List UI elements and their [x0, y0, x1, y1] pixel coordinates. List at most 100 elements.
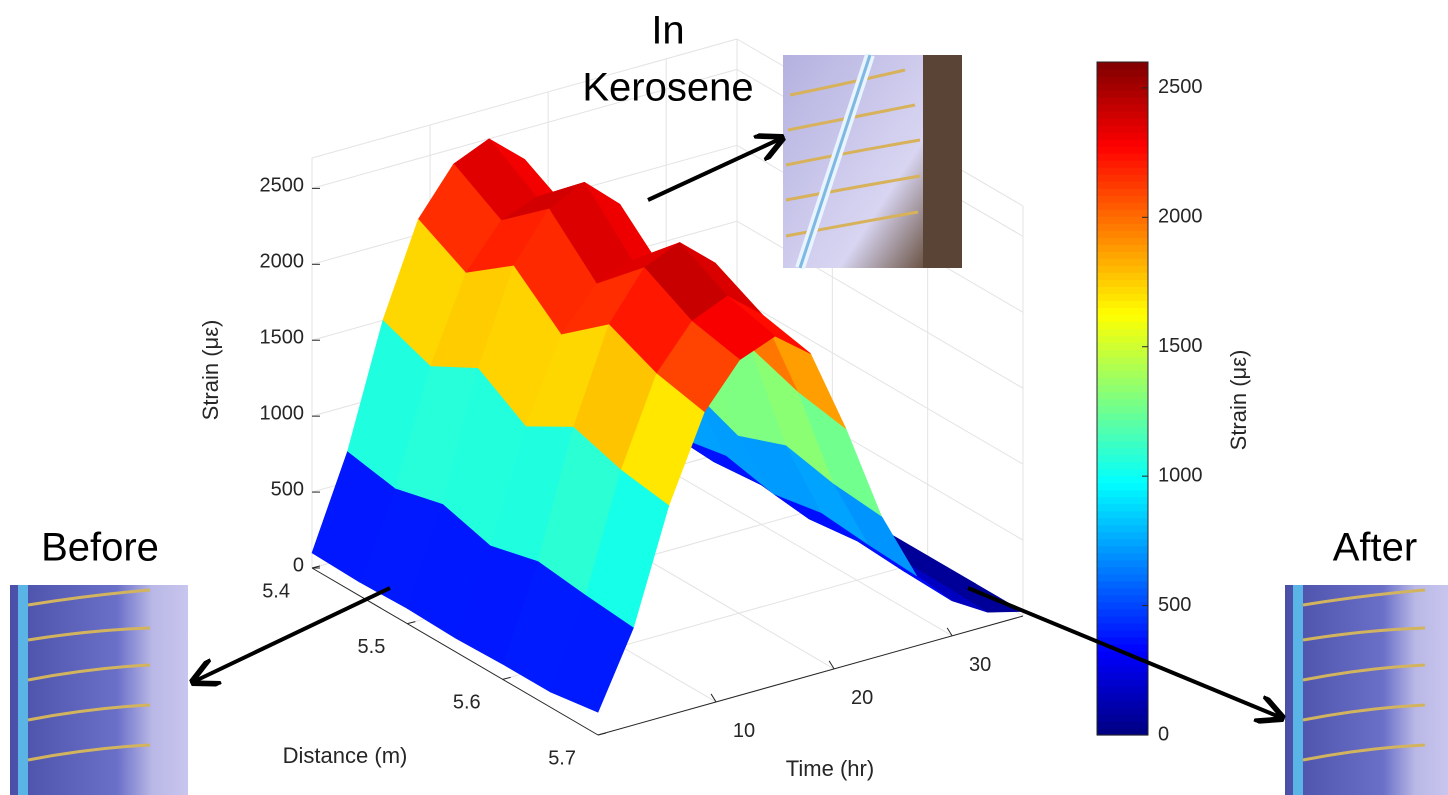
colorbar-swatch: [1097, 300, 1148, 308]
colorbar-swatch: [1097, 622, 1148, 631]
colorbar-swatch: [1097, 615, 1148, 624]
colorbar-tick-label: 1500: [1158, 335, 1203, 357]
colorbar-swatch: [1097, 405, 1148, 414]
y-tick: [828, 660, 835, 670]
colorbar-swatch: [1097, 188, 1148, 196]
x-tick: [597, 732, 607, 736]
annotation: After: [1333, 526, 1417, 570]
colorbar-swatch: [1097, 510, 1148, 519]
x-tick: [502, 676, 511, 680]
colorbar-swatch: [1097, 223, 1148, 231]
colorbar-swatch: [1097, 545, 1148, 554]
box-edge: [311, 38, 738, 159]
colorbar-swatch: [1097, 727, 1148, 736]
colorbar-swatch: [1097, 608, 1148, 617]
y-tick: [710, 693, 717, 703]
y-axis: [597, 615, 1024, 736]
z-tick-label: 1500: [260, 327, 305, 349]
colorbar-swatch: [1097, 83, 1148, 91]
colorbar-swatch: [1097, 167, 1148, 175]
arrow: [193, 586, 391, 682]
colorbar-swatch: [1097, 419, 1148, 428]
colorbar-swatch: [1097, 643, 1148, 652]
colorbar-swatch: [1097, 370, 1148, 379]
grid-line: [665, 468, 953, 637]
colorbar-swatch: [1097, 433, 1148, 442]
colorbar-swatch: [1097, 706, 1148, 715]
colorbar-swatch: [1097, 447, 1148, 456]
annotation: Kerosene: [582, 66, 753, 110]
colorbar-swatch: [1097, 104, 1148, 112]
colorbar-swatch: [1097, 426, 1148, 435]
colorbar-swatch: [1097, 594, 1148, 603]
colorbar-tick-label: 500: [1158, 594, 1191, 616]
z-tick-label: 500: [271, 478, 304, 500]
colorbar-swatch: [1097, 496, 1148, 505]
colorbar-tick-label: 2500: [1158, 76, 1203, 98]
colorbar-swatch: [1097, 321, 1148, 329]
z-axis-label: Strain (με): [198, 320, 223, 421]
colorbar-swatch: [1097, 202, 1148, 210]
colorbar-swatch: [1097, 566, 1148, 575]
colorbar-swatch: [1097, 335, 1148, 344]
colorbar-swatch: [1097, 258, 1148, 266]
y-tick: [946, 627, 953, 637]
colorbar-swatch: [1097, 307, 1148, 315]
colorbar-swatch: [1097, 251, 1148, 259]
colorbar-swatch: [1097, 531, 1148, 540]
colorbar-frame: [1096, 61, 1149, 736]
annotation: Before: [41, 526, 159, 570]
colorbar-swatch: [1097, 657, 1148, 666]
surface-patch: [549, 595, 634, 713]
colorbar-swatch: [1097, 412, 1148, 421]
colorbar-swatch: [1097, 636, 1148, 645]
colorbar-swatch: [1097, 181, 1148, 189]
y-axis-label: Time (hr): [786, 756, 874, 781]
colorbar-swatch: [1097, 76, 1148, 84]
z-tick-label: 2500: [260, 175, 305, 197]
colorbar-swatch: [1097, 349, 1148, 358]
colorbar-swatch: [1097, 237, 1148, 245]
colorbar-swatch: [1097, 692, 1148, 701]
colorbar-swatch: [1097, 720, 1148, 729]
colorbar-swatch: [1097, 363, 1148, 372]
colorbar-swatch: [1097, 454, 1148, 463]
z-tick-label: 1000: [260, 402, 305, 424]
annotation: In: [651, 9, 684, 53]
arrows: [193, 138, 1282, 718]
colorbar-swatch: [1097, 377, 1148, 386]
colorbar-swatch: [1097, 314, 1148, 322]
x-tick-label: 5.6: [453, 692, 481, 714]
colorbar-swatch: [1097, 111, 1148, 119]
y-tick-label: 10: [733, 720, 755, 742]
x-axis-label: Distance (m): [283, 743, 408, 768]
photo-after: [1285, 585, 1448, 795]
colorbar-swatch: [1097, 146, 1148, 154]
colorbar-swatch: [1097, 538, 1148, 547]
colorbar-swatch: [1097, 587, 1148, 596]
colorbar-swatch: [1097, 440, 1148, 449]
colorbar-swatch: [1097, 699, 1148, 708]
colorbar-swatch: [1097, 293, 1148, 301]
colorbar-swatch: [1097, 503, 1148, 512]
colorbar-swatch: [1097, 286, 1148, 294]
colorbar-swatch: [1097, 132, 1148, 140]
colorbar-swatch: [1097, 461, 1148, 470]
x-tick-label: 5.7: [548, 747, 576, 769]
colorbar-tick-label: 0: [1158, 723, 1169, 745]
x-tick-label: 5.4: [262, 580, 290, 602]
x-tick: [311, 565, 321, 569]
colorbar-swatch: [1097, 489, 1148, 498]
colorbar-swatch: [1097, 209, 1148, 217]
arrow: [647, 138, 782, 202]
colorbar-swatch: [1097, 216, 1148, 224]
z-tick-label: 0: [293, 554, 304, 576]
photo-in-kerosene: [783, 53, 962, 270]
colorbar-swatch: [1097, 265, 1148, 273]
colorbar-swatch: [1097, 629, 1148, 638]
colorbar-swatch: [1097, 650, 1148, 659]
colorbar-swatch: [1097, 328, 1148, 337]
x-tick: [407, 621, 416, 625]
colorbar-swatch: [1097, 475, 1148, 484]
